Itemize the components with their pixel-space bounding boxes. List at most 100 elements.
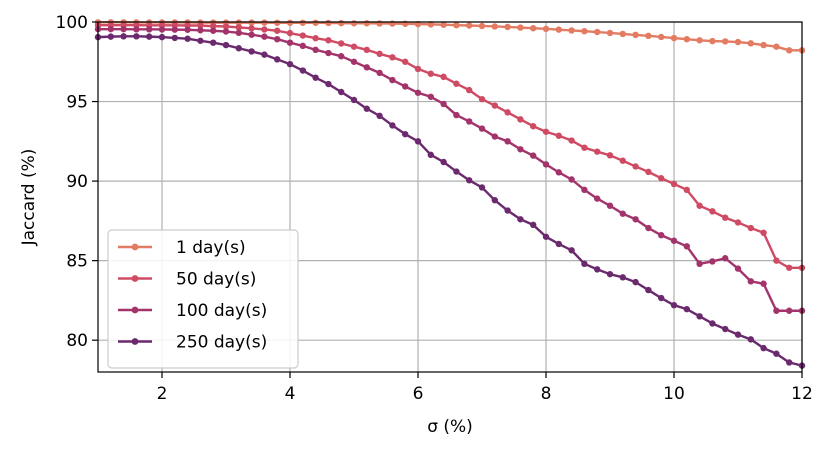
data-point bbox=[734, 38, 742, 46]
data-point bbox=[491, 23, 498, 30]
data-point bbox=[146, 33, 153, 40]
data-point bbox=[478, 95, 486, 103]
legend-label: 1 day(s) bbox=[176, 238, 246, 258]
data-point bbox=[350, 58, 358, 65]
data-point bbox=[453, 80, 460, 87]
data-point bbox=[235, 24, 242, 31]
x-tick-label: 10 bbox=[663, 384, 685, 404]
data-point bbox=[530, 25, 537, 32]
data-point bbox=[594, 266, 601, 273]
data-point bbox=[683, 186, 690, 194]
data-point bbox=[466, 22, 473, 29]
data-point bbox=[210, 27, 217, 34]
data-point bbox=[504, 207, 511, 214]
data-point bbox=[530, 123, 537, 130]
data-point bbox=[773, 257, 780, 264]
data-point bbox=[363, 64, 370, 71]
data-point bbox=[594, 28, 601, 36]
legend-item: 250 day(s) bbox=[118, 333, 267, 353]
data-point bbox=[286, 60, 294, 68]
x-tick-label: 2 bbox=[157, 384, 168, 404]
data-point bbox=[363, 46, 370, 54]
data-point bbox=[760, 280, 767, 287]
data-point bbox=[389, 20, 396, 27]
data-point bbox=[274, 56, 281, 63]
data-point bbox=[645, 286, 652, 294]
x-axis-label: σ (%) bbox=[427, 417, 473, 437]
data-point bbox=[299, 32, 306, 39]
data-point bbox=[248, 48, 255, 55]
data-point bbox=[248, 19, 255, 26]
data-point bbox=[786, 307, 793, 314]
data-point bbox=[414, 89, 422, 96]
data-point bbox=[427, 151, 434, 159]
data-point bbox=[325, 49, 332, 57]
data-point bbox=[478, 125, 486, 132]
data-point bbox=[658, 294, 665, 302]
data-point bbox=[440, 100, 447, 108]
data-point bbox=[338, 88, 345, 96]
series-2 bbox=[94, 25, 806, 314]
data-point bbox=[197, 27, 204, 34]
data-point bbox=[696, 37, 703, 44]
data-point bbox=[734, 219, 742, 226]
data-point bbox=[107, 33, 115, 40]
data-point bbox=[504, 109, 511, 116]
data-point bbox=[133, 33, 140, 40]
data-point bbox=[286, 29, 294, 37]
data-point bbox=[683, 243, 690, 250]
data-point bbox=[222, 23, 230, 30]
data-point bbox=[478, 184, 486, 191]
data-point bbox=[274, 27, 281, 34]
data-point bbox=[171, 34, 178, 42]
data-point bbox=[632, 31, 639, 39]
data-point bbox=[133, 26, 140, 33]
data-point bbox=[709, 208, 716, 215]
data-point bbox=[645, 32, 652, 40]
data-point bbox=[760, 41, 767, 49]
data-point bbox=[491, 133, 498, 140]
x-tick-label: 6 bbox=[413, 384, 424, 404]
data-point bbox=[568, 137, 575, 144]
data-point bbox=[338, 53, 345, 60]
data-point bbox=[619, 274, 626, 281]
data-point bbox=[504, 23, 511, 31]
data-point bbox=[197, 37, 204, 44]
data-point bbox=[222, 41, 230, 49]
legend-marker bbox=[131, 306, 139, 314]
data-point bbox=[670, 34, 678, 42]
data-point bbox=[491, 102, 498, 109]
data-point bbox=[286, 19, 294, 26]
data-point bbox=[683, 305, 690, 313]
data-point bbox=[606, 202, 614, 209]
data-point bbox=[184, 35, 191, 42]
data-point bbox=[376, 69, 383, 77]
data-point bbox=[402, 83, 409, 90]
data-point bbox=[555, 132, 562, 139]
data-point bbox=[747, 278, 754, 285]
data-point bbox=[274, 35, 281, 43]
legend: 1 day(s) 50 day(s) 100 day(s) 250 day(s) bbox=[107, 229, 299, 369]
data-point bbox=[581, 186, 588, 194]
data-point bbox=[773, 43, 780, 50]
data-point bbox=[581, 28, 588, 35]
data-point bbox=[709, 320, 716, 327]
data-point bbox=[747, 40, 754, 47]
data-point bbox=[197, 22, 204, 29]
data-point bbox=[325, 80, 332, 88]
data-point bbox=[466, 86, 473, 94]
legend-box bbox=[107, 229, 299, 369]
data-point bbox=[146, 26, 153, 33]
data-point bbox=[235, 29, 242, 37]
y-tick-label: 100 bbox=[56, 13, 88, 33]
data-point bbox=[542, 161, 550, 168]
data-point bbox=[120, 25, 127, 33]
data-point bbox=[645, 168, 652, 176]
data-point bbox=[312, 19, 319, 26]
data-point bbox=[568, 27, 575, 34]
data-point bbox=[440, 21, 447, 28]
data-point bbox=[773, 307, 780, 314]
data-point bbox=[594, 148, 601, 155]
plot-frame bbox=[97, 21, 803, 373]
data-point bbox=[760, 229, 767, 236]
